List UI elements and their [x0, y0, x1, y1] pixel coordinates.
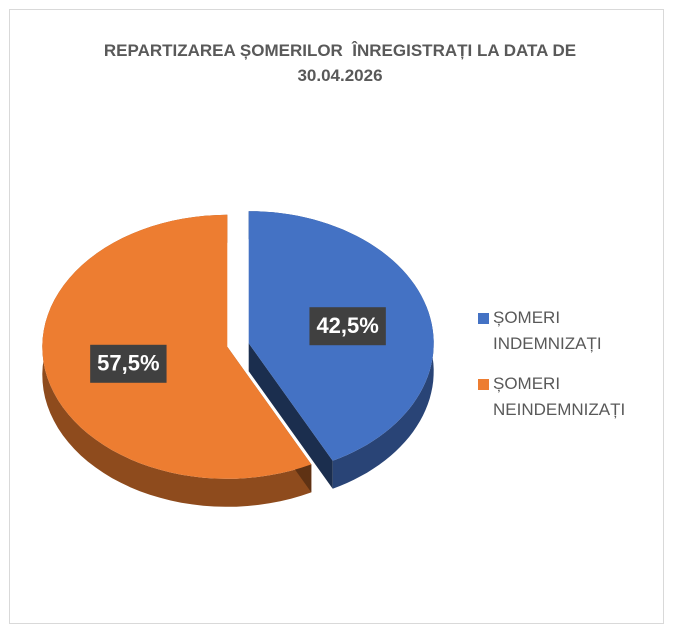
pie-side — [42, 214, 312, 507]
data-label-text: 42,5% — [316, 313, 378, 338]
legend-swatch — [478, 379, 489, 390]
legend: ȘOMERI INDEMNIZAȚI ȘOMERI NEINDEMNIZAȚI — [478, 305, 658, 437]
legend-label: ȘOMERI NEINDEMNIZAȚI — [493, 374, 626, 419]
data-label-box — [90, 344, 167, 383]
pie-slice — [42, 214, 312, 479]
pie-cut-face — [248, 343, 333, 489]
data-label-box — [309, 307, 386, 346]
chart-border — [9, 9, 664, 624]
legend-label: ȘOMERI INDEMNIZAȚI — [493, 308, 602, 353]
legend-swatch — [478, 313, 489, 324]
legend-item: ȘOMERI NEINDEMNIZAȚI — [478, 371, 658, 423]
data-label: 42,5% — [309, 307, 386, 346]
data-label: 57,5% — [90, 344, 167, 383]
legend-item: ȘOMERI INDEMNIZAȚI — [478, 305, 658, 357]
chart-title: REPARTIZAREA ȘOMERILOR ÎNREGISTRAȚI LA D… — [103, 41, 581, 85]
data-label-text: 57,5% — [97, 351, 159, 376]
